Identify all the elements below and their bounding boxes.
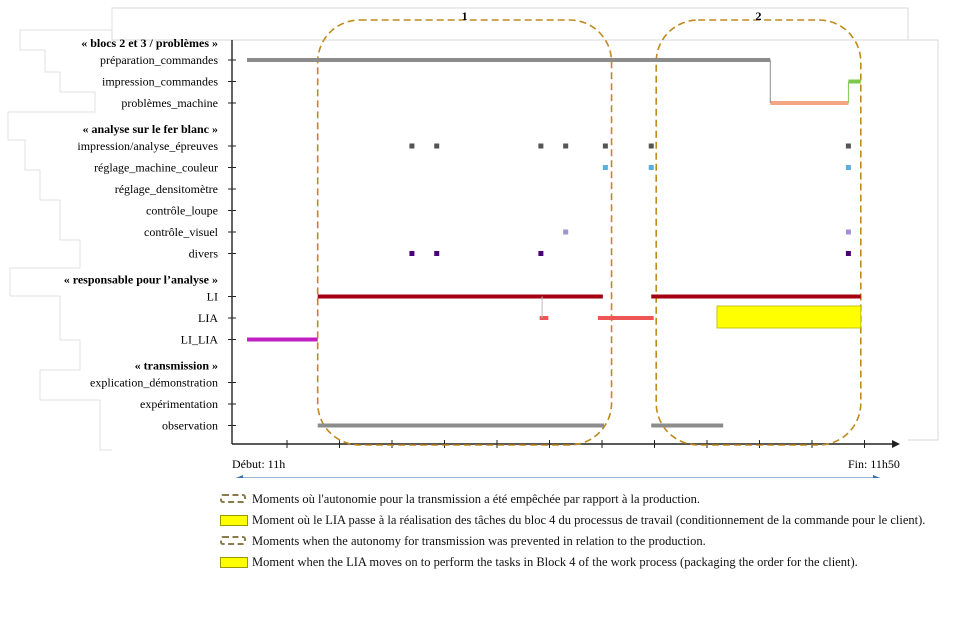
dashed-region-swatch: [220, 536, 246, 545]
point-impression/analyse_épreuves: [648, 143, 654, 149]
point-impression/analyse_épreuves: [563, 143, 569, 149]
yellow-swatch: [220, 515, 248, 526]
row-label: LI: [207, 290, 218, 304]
frame-left: [7, 8, 113, 451]
row-label: contrôle_visuel: [144, 225, 219, 239]
legend-text-region-en: Moments when the autonomy for transmissi…: [252, 534, 706, 548]
point-réglage_machine_couleur: [602, 165, 608, 170]
legend-text-region-fr: Moments où l'autonomie pour la transmiss…: [252, 492, 700, 506]
point-impression/analyse_épreuves: [409, 143, 415, 149]
x-end-label: Fin: 11h50: [848, 457, 900, 471]
group-header-1: « analyse sur le fer blanc »: [82, 122, 218, 136]
row-label: divers: [189, 247, 219, 261]
legend-item-block4-fr: Moment où le LIA passe à la réalisation …: [218, 513, 973, 528]
legend-item-block4-en: Moment when the LIA moves on to perform …: [218, 555, 973, 570]
point-impression/analyse_épreuves: [602, 143, 608, 149]
row-label: contrôle_loupe: [146, 204, 218, 218]
frame-top: [111, 7, 909, 41]
group-header-3: « transmission »: [135, 359, 218, 373]
point-divers: [538, 251, 544, 256]
gantt-chart: « blocs 2 et 3 / problèmes » préparation_…: [7, 7, 939, 478]
point-réglage_machine_couleur: [845, 165, 851, 170]
block4-bar: [716, 305, 862, 329]
row-label: réglage_densitomètre: [115, 182, 218, 196]
legend-item-region-en: Moments when the autonomy for transmissi…: [218, 534, 973, 549]
point-divers: [434, 251, 440, 256]
legend-text-block4-fr: Moment où le LIA passe à la réalisation …: [252, 513, 926, 527]
region-label-1: 1: [462, 9, 468, 23]
row-label: LIA: [198, 311, 218, 325]
point-contrôle_visuel: [563, 229, 569, 235]
yellow-swatch: [220, 557, 248, 568]
point-contrôle_visuel: [845, 229, 851, 235]
row-label: expérimentation: [140, 397, 218, 411]
row-label: préparation_commandes: [100, 53, 218, 67]
region-label-2: 2: [756, 9, 762, 23]
row-label: problèmes_machine: [121, 96, 218, 110]
point-impression/analyse_épreuves: [538, 143, 544, 149]
legend: Moments où l'autonomie pour la transmiss…: [218, 492, 973, 576]
legend-item-region-fr: Moments où l'autonomie pour la transmiss…: [218, 492, 973, 507]
point-divers: [409, 251, 415, 256]
point-impression/analyse_épreuves: [434, 143, 440, 149]
duration-arrow-right: [873, 475, 880, 478]
x-start-label: Début: 11h: [232, 457, 285, 471]
dashed-region-swatch: [220, 494, 246, 503]
group-header-2: « responsable pour l’analyse »: [64, 273, 218, 287]
row-label: impression_commandes: [102, 75, 218, 89]
point-impression/analyse_épreuves: [845, 143, 851, 149]
duration-arrow-left: [236, 475, 243, 478]
row-label: impression/analyse_épreuves: [77, 139, 218, 153]
dashed-region-1: [316, 19, 613, 446]
row-label: LI_LIA: [181, 333, 219, 347]
dashed-region-2: [655, 19, 862, 446]
group-header-0: « blocs 2 et 3 / problèmes »: [81, 36, 218, 50]
point-divers: [845, 251, 851, 256]
legend-text-block4-en: Moment when the LIA moves on to perform …: [252, 555, 858, 569]
x-axis-arrow: [892, 440, 900, 448]
frame-right: [908, 39, 939, 441]
row-label: réglage_machine_couleur: [94, 161, 218, 175]
row-label: explication_démonstration: [90, 376, 218, 390]
point-réglage_machine_couleur: [648, 165, 654, 170]
row-label: observation: [162, 419, 218, 433]
